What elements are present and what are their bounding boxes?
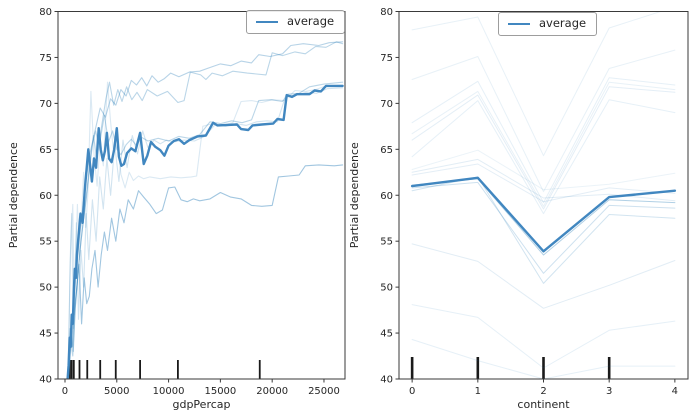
ice-line: [411, 86, 676, 210]
x-tick-label: 4: [672, 386, 678, 397]
x-tick-label: 10000: [153, 386, 185, 397]
y-tick-label: 40: [39, 375, 52, 386]
x-tick-label: 2: [540, 386, 546, 397]
x-tick-label: 0: [409, 386, 415, 397]
ice-line: [411, 243, 676, 309]
y-tick-label: 75: [39, 53, 52, 64]
ice-line: [411, 11, 663, 157]
ice-line: [411, 77, 676, 204]
y-tick-label: 55: [380, 237, 393, 248]
ice-line: [411, 149, 676, 191]
x-tick-label: 1: [475, 386, 481, 397]
average-line-swatch: [256, 20, 278, 23]
y-tick-label: 55: [39, 237, 52, 248]
y-tick-label: 60: [39, 191, 52, 202]
x-tick-label: 0: [62, 386, 68, 397]
y-axis-label: Partial dependence: [348, 142, 361, 248]
y-tick-label: 45: [380, 329, 393, 340]
x-tick-label: 15000: [204, 386, 236, 397]
ice-line: [411, 158, 676, 202]
ice-line: [411, 81, 676, 207]
x-tick-label: 3: [606, 386, 612, 397]
ice-line: [411, 99, 676, 215]
average-line: [66, 84, 344, 379]
y-axis-label: Partial dependence: [7, 142, 20, 248]
y-tick-label: 40: [380, 375, 393, 386]
y-tick-label: 80: [39, 7, 52, 18]
ice-line: [68, 41, 344, 379]
ice-line: [411, 49, 676, 193]
legend-label: average: [287, 14, 335, 28]
ice-line: [411, 304, 676, 369]
y-tick-label: 65: [39, 145, 52, 156]
x-axis-label: gdpPercap: [172, 398, 230, 411]
ice-line: [411, 163, 676, 203]
ice-line: [411, 339, 676, 379]
x-tick-label: 25000: [308, 386, 340, 397]
ice-line: [68, 87, 344, 362]
y-tick-label: 50: [380, 283, 393, 294]
y-tick-label: 50: [39, 283, 52, 294]
y-tick-label: 65: [380, 145, 393, 156]
average-line-swatch: [508, 22, 530, 25]
y-tick-label: 75: [380, 53, 393, 64]
legend-left[interactable]: average: [246, 10, 346, 34]
y-tick-label: 70: [39, 99, 52, 110]
y-tick-label: 80: [380, 7, 393, 18]
x-axis-label: continent: [517, 398, 570, 411]
axes-frame: [398, 11, 689, 380]
y-tick-label: 60: [380, 191, 393, 202]
x-tick-label: 20000: [256, 386, 288, 397]
legend-right[interactable]: average: [498, 12, 598, 36]
x-tick-label: 5000: [104, 386, 129, 397]
y-tick-label: 70: [380, 99, 393, 110]
axes-frame: [57, 11, 346, 380]
ice-line: [411, 176, 676, 284]
legend-label: average: [539, 16, 587, 30]
ice-line: [67, 164, 344, 377]
y-tick-label: 45: [39, 329, 52, 340]
average-line: [410, 176, 677, 253]
ice-line: [67, 81, 344, 371]
ice-line: [411, 181, 676, 274]
